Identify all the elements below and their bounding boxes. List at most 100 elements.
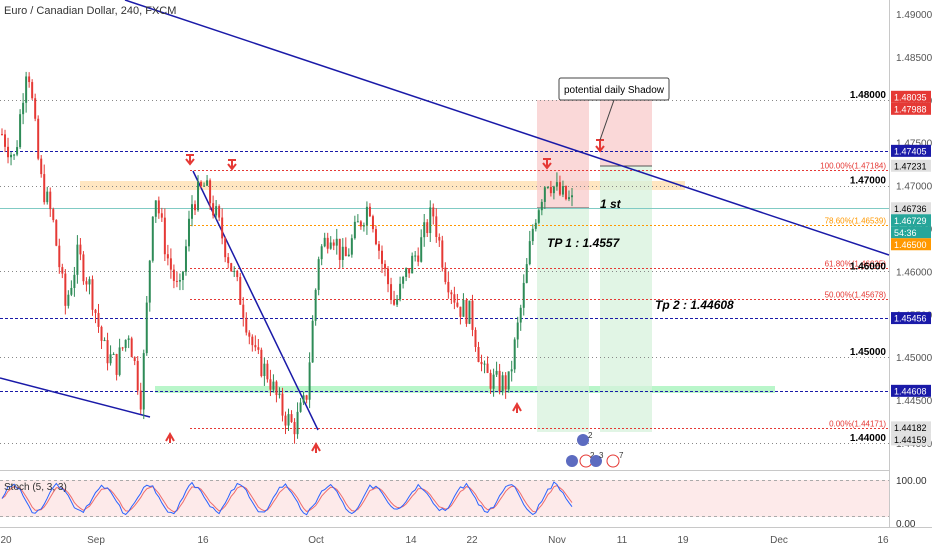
candle-body bbox=[127, 338, 130, 340]
candle-body bbox=[423, 222, 426, 238]
candle-body bbox=[148, 260, 151, 303]
candle-body bbox=[181, 271, 184, 281]
candle-body bbox=[390, 284, 393, 300]
price-tick-label: 1.47000 bbox=[896, 182, 932, 193]
candle-body bbox=[191, 204, 193, 219]
candle-body bbox=[525, 264, 528, 283]
price-badge-text: 1.45456 bbox=[894, 314, 927, 324]
time-axis[interactable]: 20 Sep 16 Oct 14 22 Nov 11 19 Dec 16 bbox=[0, 535, 889, 546]
candle-body bbox=[169, 258, 172, 270]
candle-body bbox=[381, 250, 383, 264]
symbol-title: Euro / Canadian Dollar, 240, FXCM bbox=[4, 5, 176, 17]
event-icon[interactable] bbox=[577, 434, 589, 446]
candle-body bbox=[145, 302, 148, 354]
candle-body bbox=[326, 237, 329, 249]
candle-body bbox=[197, 181, 200, 211]
candle-body bbox=[67, 294, 70, 306]
candle-body bbox=[28, 76, 31, 83]
candle-body bbox=[151, 216, 154, 261]
candle-body bbox=[507, 371, 510, 390]
event-icon[interactable] bbox=[566, 455, 578, 467]
event-count: 7 bbox=[619, 451, 624, 460]
candle-body bbox=[206, 180, 209, 186]
candle-body bbox=[323, 237, 326, 247]
candle-body bbox=[429, 207, 432, 234]
candle-body bbox=[76, 244, 79, 275]
candle-body bbox=[311, 320, 314, 363]
candle-body bbox=[384, 263, 387, 269]
candle-body bbox=[209, 180, 212, 204]
short-position-2-risk[interactable] bbox=[600, 100, 652, 166]
time-tick-label: Sep bbox=[87, 535, 105, 546]
candle-body bbox=[1, 134, 3, 136]
candle-body bbox=[377, 244, 380, 251]
time-tick-label: Dec bbox=[770, 535, 788, 546]
short-position-1-reward[interactable] bbox=[537, 208, 589, 432]
fib-label: 78.60%(1.46539) bbox=[825, 217, 887, 226]
candle-body bbox=[371, 216, 374, 230]
up-arrows bbox=[165, 401, 522, 453]
time-tick-label: Nov bbox=[548, 535, 566, 546]
price-badge-text: 1.47231 bbox=[894, 161, 927, 171]
candle-body bbox=[341, 246, 344, 260]
resistance-zone bbox=[80, 181, 685, 190]
candle-body bbox=[335, 238, 338, 246]
candle-body bbox=[160, 213, 163, 218]
candle-body bbox=[480, 361, 483, 365]
time-tick-label: 16 bbox=[877, 535, 889, 546]
price-badge-text: 1.44182 bbox=[894, 423, 927, 433]
candle-body bbox=[106, 340, 109, 364]
candle-body bbox=[91, 279, 94, 310]
candle-body bbox=[486, 363, 489, 373]
candle-body bbox=[82, 254, 85, 282]
candle-body bbox=[459, 306, 462, 317]
candle-body bbox=[426, 222, 429, 234]
event-badges[interactable]: 2 2 3 7 bbox=[566, 431, 624, 468]
label-2nd: 1 st bbox=[600, 197, 622, 211]
candle-body bbox=[504, 375, 507, 390]
candle-body bbox=[34, 98, 37, 119]
candle-body bbox=[118, 347, 121, 375]
candle-body bbox=[266, 363, 269, 380]
candle-body bbox=[374, 229, 377, 245]
candle-body bbox=[13, 154, 16, 156]
bold-price-label: 1.45000 bbox=[850, 347, 887, 358]
descending-trendline[interactable] bbox=[124, 0, 890, 256]
callout-pointer bbox=[599, 99, 615, 141]
candle-body bbox=[233, 270, 236, 272]
candle-body bbox=[224, 238, 227, 258]
time-tick-label: 19 bbox=[677, 535, 689, 546]
candle-body bbox=[571, 195, 573, 198]
candle-body bbox=[411, 255, 414, 274]
time-tick-label: 11 bbox=[617, 535, 628, 546]
candle-body bbox=[510, 369, 513, 372]
candle-body bbox=[362, 225, 365, 227]
candle-body bbox=[531, 228, 534, 242]
candle-body bbox=[338, 238, 341, 260]
candle-body bbox=[275, 381, 278, 396]
lower-trendline[interactable] bbox=[0, 377, 151, 418]
candle-body bbox=[31, 82, 34, 99]
candle-body bbox=[221, 217, 224, 239]
price-badges: 1.48035 1.47988 1.47405 1.47231 1.46736 1.467… bbox=[891, 90, 931, 446]
down-arrow-icon bbox=[542, 158, 552, 170]
candle-body bbox=[215, 206, 218, 216]
price-tick-label: 1.44500 bbox=[896, 396, 932, 407]
candle-body bbox=[516, 322, 519, 340]
time-tick-label: Oct bbox=[308, 535, 324, 546]
event-icon[interactable] bbox=[590, 455, 602, 467]
label-tp1: Tp 2 : 1.44608 bbox=[655, 298, 734, 312]
candle-body bbox=[344, 246, 347, 257]
main-pane[interactable] bbox=[0, 0, 889, 470]
candle-body bbox=[136, 360, 139, 391]
callout[interactable]: potential daily Shadow bbox=[558, 77, 670, 141]
event-icon[interactable] bbox=[606, 454, 620, 468]
candle-body bbox=[396, 299, 399, 305]
candle-body bbox=[245, 317, 248, 333]
candle-body bbox=[552, 186, 555, 194]
candle-body bbox=[218, 206, 221, 218]
candle-body bbox=[115, 354, 118, 375]
up-arrow-icon bbox=[512, 401, 522, 413]
price-badge bbox=[891, 384, 931, 397]
